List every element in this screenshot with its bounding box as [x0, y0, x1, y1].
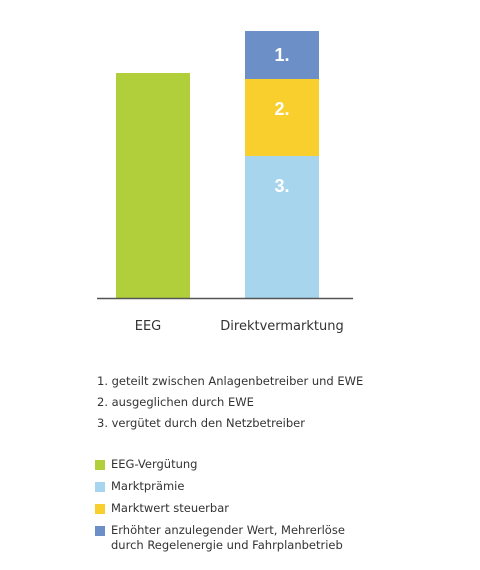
bar-segment-erhoeht — [245, 31, 319, 79]
footnote-3: 3. vergütet durch den Netzbetreiber — [97, 416, 305, 430]
footnotes: 1. geteilt zwischen Anlagenbetreiber und… — [97, 371, 363, 434]
bar-segment-label-marktpraemie: 3. — [274, 176, 289, 196]
legend-swatch — [95, 482, 105, 492]
legend-item-marktpraemie: Marktprämie — [95, 479, 345, 501]
stacked-bar-chart: 3. 2. 1. EEG Direktvermarktung — [97, 31, 353, 334]
bar-segment-marktpraemie — [245, 156, 319, 298]
legend-swatch — [95, 504, 105, 514]
legend-label: EEG-Vergütung — [111, 457, 198, 471]
legend-item-erhoehter-wert: Erhöhter anzulegender Wert, Mehrerlöse d… — [95, 523, 345, 553]
legend-label: Marktwert steuerbar — [111, 501, 229, 515]
legend-label: Erhöhter anzulegender Wert, Mehrerlöse d… — [111, 523, 345, 552]
bar-segment-label-erhoeht: 1. — [274, 45, 289, 65]
footnote-2: 2. ausgeglichen durch EWE — [97, 395, 254, 409]
bar-segment-label-marktwert: 2. — [274, 99, 289, 119]
legend: EEG-Vergütung Marktprämie Marktwert steu… — [95, 457, 345, 553]
footnote-1: 1. geteilt zwischen Anlagenbetreiber und… — [97, 374, 364, 388]
legend-swatch — [95, 460, 105, 470]
category-label-eeg: EEG — [135, 319, 162, 334]
bar-segment-marktwert — [245, 79, 319, 156]
category-label-direktvermarktung: Direktvermarktung — [220, 319, 343, 334]
legend-label: Marktprämie — [111, 479, 185, 493]
legend-item-eeg-verguetung: EEG-Vergütung — [95, 457, 345, 479]
legend-item-marktwert-steuerbar: Marktwert steuerbar — [95, 501, 345, 523]
bars-group: 3. 2. 1. — [116, 31, 319, 298]
legend-swatch — [95, 526, 105, 536]
bar-segment-eeg — [116, 73, 190, 298]
